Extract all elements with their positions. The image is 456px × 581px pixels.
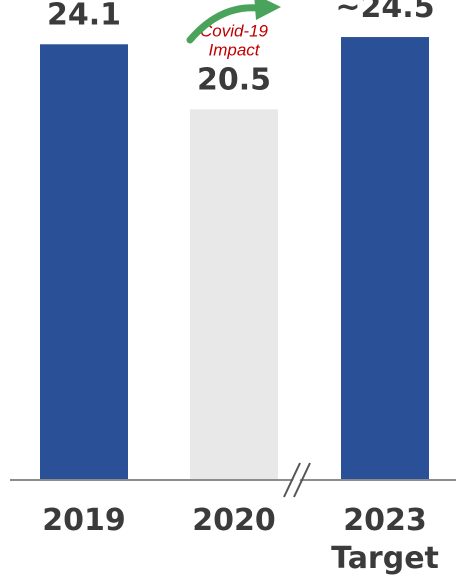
- bar-2019: [40, 44, 128, 480]
- growth-arrow-icon: [186, 0, 281, 44]
- axis-layer: [10, 462, 456, 498]
- annotation-line-2: Impact: [208, 40, 260, 59]
- bars-layer: [40, 37, 429, 481]
- x-tick-label-2023-target-line-1: 2023: [343, 503, 427, 538]
- x-tick-label-2019: 2019: [42, 503, 126, 538]
- bar-2023-target: [341, 37, 429, 480]
- data-label-2020: 20.5: [197, 62, 271, 97]
- x-tick-label-2020: 2020: [192, 503, 276, 538]
- data-label-2023-target: ~24.5: [335, 0, 434, 25]
- data-label-2019: 24.1: [47, 0, 121, 32]
- annotation-line-1: Covid-19: [200, 21, 269, 40]
- axis-break-marker: [283, 462, 311, 498]
- x-tick-label-2023-target-line-2: Target: [331, 541, 439, 576]
- bar-2020: [190, 109, 278, 481]
